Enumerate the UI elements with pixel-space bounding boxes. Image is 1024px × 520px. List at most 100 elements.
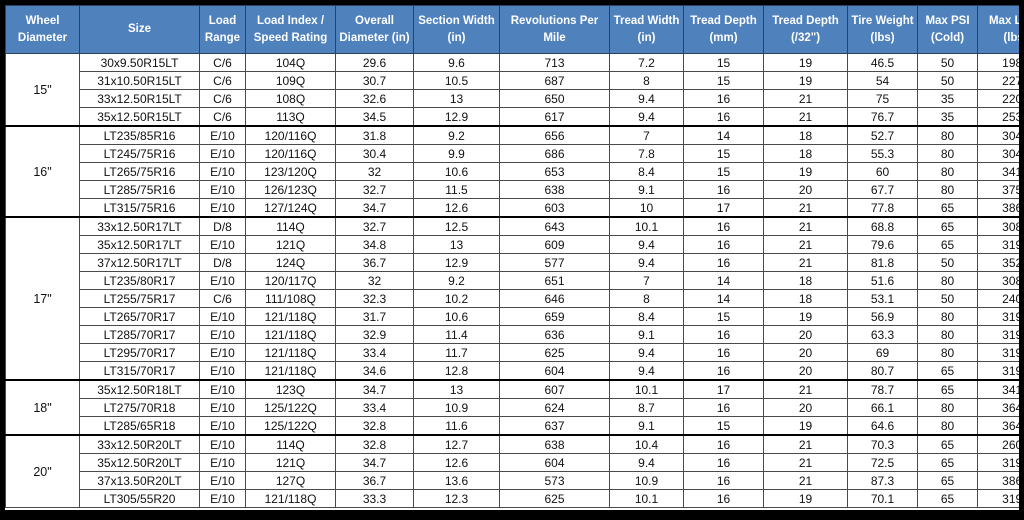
table-cell: 10.2 xyxy=(413,289,500,308)
table-cell: 55.3 xyxy=(847,144,918,163)
table-cell: 80.7 xyxy=(847,361,918,381)
table-cell: 64.6 xyxy=(847,416,918,436)
table-cell: 8.7 xyxy=(609,398,684,417)
table-cell: 687 xyxy=(499,71,610,90)
col-header-tread-depth-32nds: Tread Depth (/32") xyxy=(763,5,848,54)
col-header-overall-diameter: Overall Diameter (in) xyxy=(335,5,414,54)
table-cell: LT315/70R17 xyxy=(79,361,200,381)
table-cell: LT285/75R16 xyxy=(79,180,200,199)
col-header-tire-weight: Tire Weight (lbs) xyxy=(847,5,918,54)
table-cell: 13 xyxy=(413,235,500,254)
table-cell: 11.5 xyxy=(413,180,500,199)
table-cell: 7.8 xyxy=(609,144,684,163)
wheel-diameter-cell: 15" xyxy=(5,53,80,127)
table-cell: 12.6 xyxy=(413,198,500,218)
table-cell: 10.9 xyxy=(609,471,684,490)
table-cell: 21 xyxy=(763,107,848,127)
table-cell: 52.7 xyxy=(847,125,918,145)
table-cell: 120/117Q xyxy=(245,271,336,290)
table-cell: 121Q xyxy=(245,235,336,254)
table-cell: 36.7 xyxy=(335,253,414,272)
table-cell: 123Q xyxy=(245,379,336,399)
table-cell: LT265/75R16 xyxy=(79,162,200,181)
table-cell: 12.9 xyxy=(413,253,500,272)
table-row: 33x12.50R15LT C/6 108Q 32.6 13 650 9.4 16 21 75 35… xyxy=(6,89,1019,108)
table-row: 35x12.50R17LT E/10 121Q 34.8 13 609 9.4 16 21 79.… xyxy=(6,235,1019,254)
table-row: LT275/70R18 E/10 125/122Q 33.4 10.9 624 8.7 16 2… xyxy=(6,398,1019,417)
table-cell: 637 xyxy=(499,416,610,436)
table-cell: C/6 xyxy=(199,53,246,72)
table-cell: 9.4 xyxy=(609,89,684,108)
table-cell: 3195 xyxy=(977,325,1019,344)
table-cell: 12.6 xyxy=(413,453,500,472)
table-cell: 10.4 xyxy=(609,434,684,454)
table-cell: 607 xyxy=(499,379,610,399)
table-cell: 77.8 xyxy=(847,198,918,218)
table-cell: 713 xyxy=(499,53,610,72)
table-cell: 37x13.50R20LT xyxy=(79,471,200,490)
table-cell: 21 xyxy=(763,89,848,108)
table-row: LT305/55R20 E/10 121/118Q 33.3 12.3 625 10.1 16… xyxy=(6,489,1019,508)
table-cell: 50 xyxy=(917,53,978,72)
table-cell: 9.2 xyxy=(413,125,500,145)
table-cell: 13 xyxy=(413,89,500,108)
table-cell: 125/122Q xyxy=(245,398,336,417)
table-cell: 17 xyxy=(683,198,764,218)
table-cell: LT285/65R18 xyxy=(79,416,200,436)
table-cell: 12.7 xyxy=(413,434,500,454)
table-cell: 66.1 xyxy=(847,398,918,417)
table-cell: 19 xyxy=(763,71,848,90)
table-cell: 80 xyxy=(917,325,978,344)
table-cell: 3195 xyxy=(977,235,1019,254)
table-cell: 10.1 xyxy=(609,379,684,399)
table-cell: 70.3 xyxy=(847,434,918,454)
table-cell: 121/118Q xyxy=(245,307,336,326)
table-cell: 3860 xyxy=(977,471,1019,490)
table-cell: 120/116Q xyxy=(245,125,336,145)
table-cell: 656 xyxy=(499,125,610,145)
table-cell: 2405 xyxy=(977,289,1019,308)
table-cell: 67.7 xyxy=(847,180,918,199)
table-cell: 2270 xyxy=(977,71,1019,90)
table-cell: 16 xyxy=(683,325,764,344)
table-cell: 3042 xyxy=(977,125,1019,145)
wheel-diameter-cell: 17" xyxy=(5,216,80,381)
table-cell: 9.4 xyxy=(609,253,684,272)
table-cell: 53.1 xyxy=(847,289,918,308)
table-cell: 113Q xyxy=(245,107,336,127)
table-cell: 686 xyxy=(499,144,610,163)
table-cell: 9.4 xyxy=(609,343,684,362)
col-header-tread-width: Tread Width (in) xyxy=(609,5,684,54)
table-cell: 10.1 xyxy=(609,216,684,236)
table-cell: 33.4 xyxy=(335,398,414,417)
table-body: 15" 30x9.50R15LT C/6 104Q 29.6 9.6 713 7.2 15 19 4… xyxy=(5,53,1019,508)
table-cell: E/10 xyxy=(199,271,246,290)
table-cell: 16 xyxy=(683,180,764,199)
table-cell: 643 xyxy=(499,216,610,236)
table-cell: 37x12.50R17LT xyxy=(79,253,200,272)
table-cell: 80 xyxy=(917,125,978,145)
table-cell: 15 xyxy=(683,53,764,72)
table-cell: 63.3 xyxy=(847,325,918,344)
wheel-diameter-cell: 16" xyxy=(5,125,80,218)
table-cell: LT275/70R18 xyxy=(79,398,200,417)
table-cell: E/10 xyxy=(199,180,246,199)
table-cell: 121/118Q xyxy=(245,325,336,344)
table-cell: 650 xyxy=(499,89,610,108)
table-cell: 114Q xyxy=(245,434,336,454)
table-cell: 19 xyxy=(763,53,848,72)
table-cell: 35x12.50R20LT xyxy=(79,453,200,472)
table-cell: 11.4 xyxy=(413,325,500,344)
table-cell: 34.8 xyxy=(335,235,414,254)
table-cell: 3195 xyxy=(977,343,1019,362)
table-cell: LT285/70R17 xyxy=(79,325,200,344)
table-cell: 12.5 xyxy=(413,216,500,236)
table-cell: 32.7 xyxy=(335,180,414,199)
table-cell: E/10 xyxy=(199,471,246,490)
table-cell: 3640 xyxy=(977,416,1019,436)
table-cell: 65 xyxy=(917,198,978,218)
table-cell: 111/108Q xyxy=(245,289,336,308)
table-cell: LT255/75R17 xyxy=(79,289,200,308)
table-row: 18" 35x12.50R18LT E/10 123Q 34.7 13 607 10.1 17 2… xyxy=(5,379,1019,436)
table-cell: LT295/70R17 xyxy=(79,343,200,362)
